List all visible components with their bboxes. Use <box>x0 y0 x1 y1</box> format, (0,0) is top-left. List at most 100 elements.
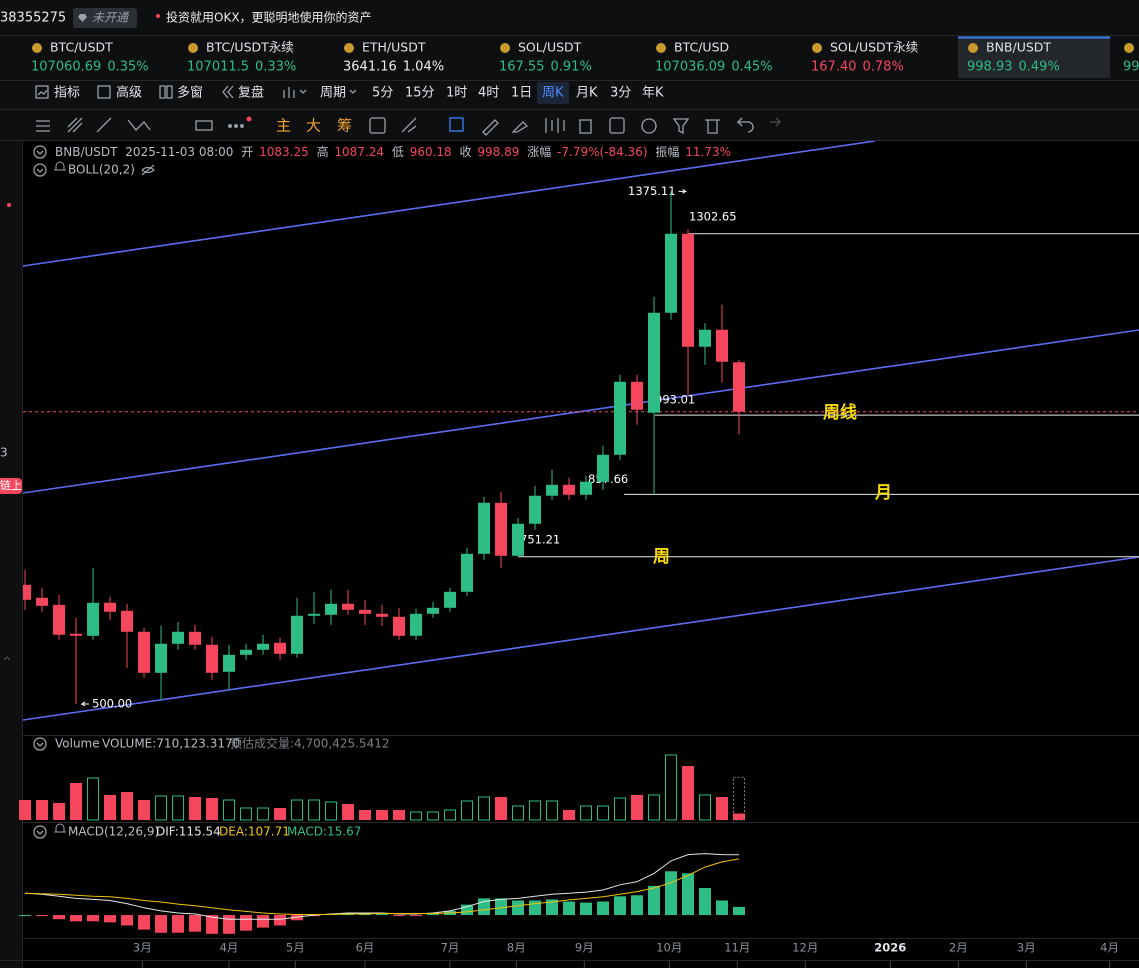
candle-body <box>410 613 423 636</box>
volume-bar <box>529 800 542 821</box>
candle-body <box>138 631 151 673</box>
ticker-symbol[interactable]: SOL/USDT永续 <box>830 40 918 55</box>
arrow <box>678 188 688 194</box>
volume-bar <box>291 799 304 821</box>
toolbar-button[interactable]: 周期 <box>320 86 346 101</box>
ticker-symbol[interactable]: BTC/USDT <box>50 40 113 55</box>
ticker-symbol[interactable]: SOL/USDT <box>518 40 582 55</box>
volume-bar <box>342 804 355 820</box>
volume-bar <box>427 811 440 821</box>
x-tick-label: 4月 <box>220 941 239 955</box>
sidebar-badge[interactable] <box>0 478 22 494</box>
tool-icon <box>369 117 386 134</box>
high-value: 1087.24 <box>334 145 384 159</box>
candle-body <box>359 609 372 614</box>
candle-body <box>325 603 338 615</box>
candle-body <box>308 613 321 616</box>
ticker-change[interactable]: 0.91% <box>551 60 592 75</box>
toolbar-button[interactable]: 1时 <box>446 86 467 101</box>
macd-bar <box>19 915 32 917</box>
ticker-symbol[interactable]: ETH/USDT <box>362 40 426 55</box>
toolbar-button[interactable]: 多窗 <box>177 85 203 101</box>
toolbar-button[interactable]: 3分 <box>610 86 631 101</box>
replay-icon <box>222 85 234 99</box>
trend-tool-icon <box>96 117 112 133</box>
tool-icon <box>449 117 464 132</box>
badge[interactable] <box>73 8 137 28</box>
menu-icon <box>36 120 50 132</box>
ticker-price[interactable]: 107060.69 <box>31 60 101 75</box>
ticker-price[interactable]: 998.93 <box>967 60 1013 75</box>
volume-bar <box>359 810 372 820</box>
ticker-symbol[interactable]: BTC/USD <box>674 40 729 55</box>
toolbar-button[interactable]: 周K <box>542 86 564 101</box>
ticker-change[interactable]: 0.45% <box>731 60 772 75</box>
candle-body <box>206 644 219 673</box>
annotation: 周线 <box>823 402 857 423</box>
arrow <box>80 701 89 707</box>
dropdown-icon <box>349 89 357 94</box>
macd-bar <box>563 901 576 916</box>
toolbar-button[interactable]: 年K <box>642 86 664 101</box>
toolbar-button[interactable]: 指标 <box>54 86 80 101</box>
more-icon <box>234 124 238 128</box>
ticker-change[interactable]: 0.49% <box>1019 60 1060 75</box>
ticker-price[interactable]: 3641.16 <box>343 60 397 75</box>
toolbar-button[interactable]: 4时 <box>478 86 499 101</box>
volume-bar <box>325 801 338 821</box>
macd-bar <box>189 915 202 932</box>
candle-body <box>240 649 253 655</box>
ticker-price[interactable]: 167.55 <box>499 60 545 75</box>
ticker-price[interactable]: 107011.5 <box>187 60 249 75</box>
macd-bar <box>257 915 270 928</box>
volume-title: Volume <box>55 737 100 751</box>
macd-bar <box>699 887 712 916</box>
time: 2025-11-03 08:00 <box>125 145 233 159</box>
macd-legend: MACD:15.67 <box>287 825 361 839</box>
toolbar-button[interactable]: 15分 <box>405 86 435 101</box>
collapse-icon <box>36 830 44 835</box>
toolbar-button[interactable]: 1日 <box>511 86 532 101</box>
macd-bar <box>580 902 593 916</box>
ticker-change[interactable]: 1.04% <box>403 60 444 75</box>
dea-line <box>24 858 740 915</box>
volume-bar <box>648 794 661 821</box>
x-tick-label: 3月 <box>133 941 152 955</box>
ticker-active-bg <box>958 37 1110 78</box>
ticker-icon <box>656 43 666 53</box>
ticker-symbol[interactable]: BTC/USDT永续 <box>206 40 294 55</box>
toolbar-button[interactable]: 月K <box>576 86 598 101</box>
volume-bar <box>563 810 576 820</box>
toolbar-button[interactable]: 高级 <box>116 85 142 101</box>
sidebar-dot <box>7 203 11 207</box>
ticker-change[interactable]: 0.35% <box>107 60 148 75</box>
volume-bar <box>53 803 66 820</box>
x-tick-label: 9月 <box>575 941 594 955</box>
tool-button[interactable]: 大 <box>306 117 321 135</box>
annotation: 月 <box>874 483 892 503</box>
line-tool-icon <box>67 117 83 133</box>
volume-bar <box>682 766 695 820</box>
toolbar-button[interactable]: 5分 <box>372 86 393 101</box>
tool-button[interactable]: 筹 <box>337 117 352 135</box>
tool-button[interactable]: 主 <box>276 117 291 135</box>
ticker-symbol[interactable]: BNB/USDT <box>986 40 1051 55</box>
candle-body <box>648 312 661 413</box>
indicator-icon <box>35 85 49 99</box>
ticker-change[interactable]: 0.33% <box>255 60 296 75</box>
macd-bar <box>104 915 117 923</box>
ticker-price[interactable]: 167.40 <box>811 60 857 75</box>
toolbar-button[interactable]: 复盘 <box>238 85 264 101</box>
candle-body <box>461 553 474 592</box>
candle-body <box>546 484 559 496</box>
sidebar-arrow <box>3 656 11 661</box>
ticker-price[interactable]: 107036.09 <box>655 60 725 75</box>
ticker-price[interactable]: 99 <box>1123 60 1139 75</box>
ticker-icon <box>1124 43 1134 53</box>
ticker-change[interactable]: 0.78% <box>863 60 904 75</box>
promo-text[interactable]: 投资就用OKX，更聪明地使用你的资产 <box>166 10 372 25</box>
volume-bar <box>546 800 559 821</box>
macd-bar <box>274 915 287 926</box>
price-mark-label: 1375.11 <box>628 184 676 198</box>
change-value: -7.79%(-84.36) <box>557 145 648 159</box>
